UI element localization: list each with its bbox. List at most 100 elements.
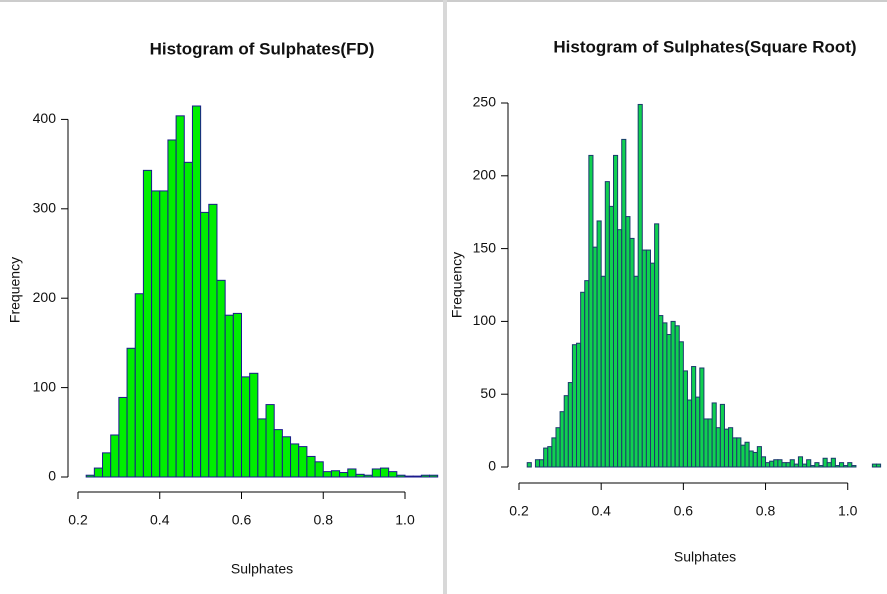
histogram-bar — [711, 402, 717, 468]
histogram-bar — [695, 396, 701, 468]
histogram-bar — [306, 455, 316, 478]
histogram-bar — [797, 456, 804, 468]
histogram-bar — [715, 427, 721, 468]
histogram-bar — [810, 465, 816, 468]
histogram-bar — [732, 437, 738, 468]
histogram-bar — [674, 325, 680, 468]
histogram-bar — [547, 446, 553, 468]
histogram-bar — [814, 462, 820, 468]
histogram-bar — [347, 468, 357, 478]
y-tick-label: 100 — [473, 312, 497, 328]
x-tick-label: 0.8 — [314, 512, 334, 528]
histogram-bar — [830, 457, 836, 468]
histogram-bar — [793, 463, 799, 468]
histogram-bar — [200, 211, 210, 478]
histogram-bar — [567, 382, 573, 468]
histogram-bar — [563, 395, 569, 468]
histogram-bar — [600, 275, 606, 468]
histogram-bar — [396, 474, 406, 478]
histogram-bar — [843, 465, 849, 468]
y-axis-label: Frequency — [7, 257, 23, 323]
histogram-bar — [592, 246, 598, 468]
histogram-bar — [806, 459, 812, 468]
y-tick-label: 200 — [33, 289, 57, 305]
histogram-bar — [678, 341, 684, 468]
histogram-bar — [85, 474, 95, 478]
histogram-bar — [785, 462, 791, 468]
x-axis-label: Sulphates — [231, 561, 293, 577]
histogram-bar — [281, 436, 292, 478]
histogram-bar — [608, 205, 615, 468]
histogram-bar — [273, 429, 283, 478]
histogram-bar — [588, 154, 594, 468]
x-tick-label: 1.0 — [395, 512, 415, 528]
histogram-bar — [175, 115, 185, 478]
histogram-bar — [314, 461, 324, 478]
x-tick-label: 0.4 — [591, 503, 611, 519]
histogram-bar — [167, 139, 177, 478]
histogram-bar — [371, 468, 381, 478]
histogram-bar — [654, 223, 660, 468]
y-tick-label: 400 — [33, 110, 57, 126]
x-tick-label: 0.2 — [509, 503, 529, 519]
histogram-bar — [257, 418, 267, 478]
histogram-bar — [604, 181, 610, 468]
histogram-bar — [769, 460, 775, 468]
histogram-bar — [851, 465, 857, 468]
y-tick-label: 100 — [33, 378, 57, 394]
histogram-bar — [363, 474, 373, 478]
histogram-bar — [649, 262, 656, 468]
histogram-bar — [781, 462, 787, 468]
histogram-bar — [559, 411, 565, 468]
histogram-bar — [355, 473, 365, 478]
histogram-bar — [645, 249, 651, 468]
histogram-bar — [151, 190, 161, 478]
chart-title: Histogram of Sulphates(FD) — [150, 39, 375, 58]
y-tick-label: 0 — [488, 458, 496, 474]
histogram-bar — [534, 459, 541, 468]
histogram-bar — [686, 399, 693, 468]
histogram-bar — [224, 314, 234, 478]
histogram-bar — [216, 279, 226, 478]
y-tick-label: 150 — [473, 239, 497, 255]
x-tick-label: 0.2 — [68, 512, 88, 528]
histogram-bar — [875, 463, 882, 468]
histogram-bar — [420, 474, 431, 478]
y-tick-label: 250 — [473, 94, 497, 110]
histogram-bar — [576, 342, 582, 468]
histogram-bar — [633, 275, 639, 468]
histogram-bar — [834, 465, 841, 468]
histogram-bar — [703, 418, 709, 468]
histogram-bar — [539, 459, 545, 468]
histogram-bar — [637, 103, 643, 468]
histogram-bar — [102, 452, 112, 478]
histogram-bar — [699, 367, 705, 468]
histogram-bar — [621, 138, 627, 468]
histogram-bar — [580, 291, 586, 468]
histogram-bar — [555, 427, 561, 468]
histogram-bar — [740, 444, 746, 468]
histogram-bar — [412, 475, 422, 478]
y-tick-label: 200 — [473, 167, 497, 183]
histogram-bar — [765, 462, 771, 468]
histogram-bar — [322, 471, 332, 478]
histogram-bar — [744, 441, 750, 468]
histogram-bar — [584, 280, 590, 468]
histogram-bar — [571, 344, 578, 468]
histogram-bar — [617, 229, 623, 468]
histogram-bar — [707, 418, 713, 468]
histogram-bar — [847, 462, 853, 468]
histogram-bar — [818, 465, 824, 468]
histogram-bar — [93, 467, 104, 478]
histogram-bar — [871, 463, 877, 468]
histogram-bar — [826, 462, 832, 468]
histogram-bar — [666, 334, 672, 468]
histogram-bar — [822, 457, 828, 468]
histogram-bar — [543, 447, 549, 468]
histogram-bar — [641, 249, 647, 468]
histogram-bar — [736, 437, 742, 468]
histogram-bar — [658, 315, 664, 468]
x-tick-label: 0.8 — [756, 503, 776, 519]
x-axis-label: Sulphates — [674, 549, 736, 565]
